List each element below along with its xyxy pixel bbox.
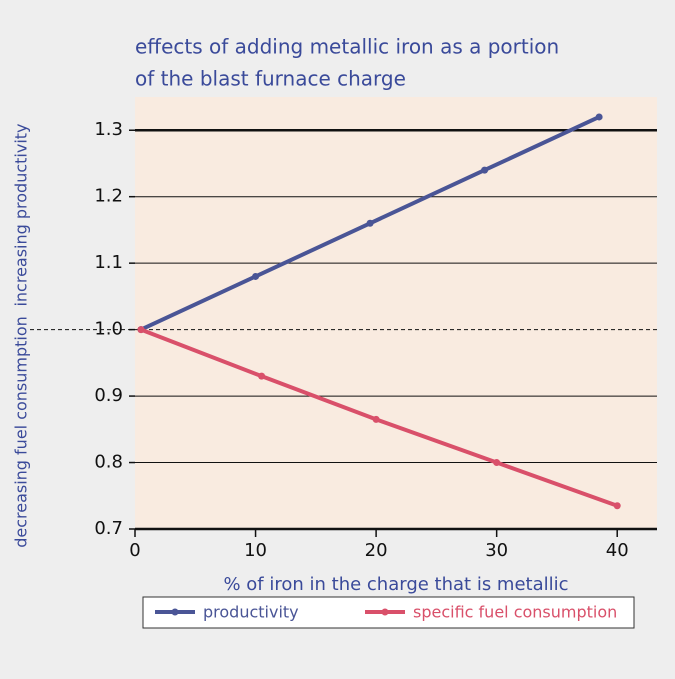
data-point — [372, 415, 380, 423]
y-axis-label: increasing productivity — [12, 123, 31, 306]
x-tick-label: 20 — [365, 540, 388, 561]
chart-title: of the blast furnace charge — [135, 67, 406, 91]
data-point — [493, 459, 501, 467]
data-point — [366, 219, 374, 227]
y-axis-label: decreasing fuel consumption — [12, 316, 31, 548]
legend-swatch-dot — [171, 608, 179, 616]
data-point — [595, 113, 603, 121]
data-point — [481, 166, 489, 174]
data-point — [613, 502, 621, 510]
chart-title: effects of adding metallic iron as a por… — [135, 35, 559, 59]
x-tick-label: 10 — [244, 540, 267, 561]
x-axis-label: % of iron in the charge that is metallic — [223, 574, 568, 595]
y-tick-label: 1.2 — [94, 186, 123, 207]
data-point — [137, 326, 145, 334]
legend-label: specific fuel consumption — [413, 603, 617, 622]
data-point — [252, 272, 260, 280]
y-tick-label: 1.1 — [94, 252, 123, 273]
legend-label: productivity — [203, 603, 299, 622]
data-point — [258, 372, 266, 380]
y-tick-label: 1.3 — [94, 119, 123, 140]
x-tick-label: 0 — [129, 540, 140, 561]
plot-area — [135, 97, 657, 529]
x-tick-label: 40 — [606, 540, 629, 561]
x-tick-label: 30 — [485, 540, 508, 561]
y-tick-label: 0.8 — [94, 452, 123, 473]
y-tick-label: 0.7 — [94, 518, 123, 539]
y-tick-label: 0.9 — [94, 385, 123, 406]
legend-swatch-dot — [381, 608, 389, 616]
